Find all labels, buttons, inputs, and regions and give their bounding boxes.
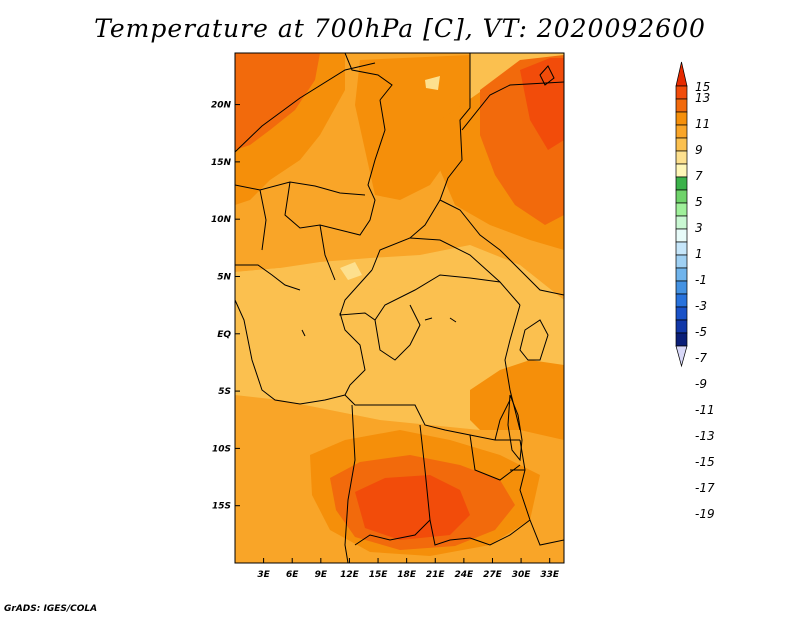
colorbar-label: -17: [695, 481, 715, 495]
colorbar-swatch: [675, 319, 688, 334]
colorbar-label: 13: [695, 91, 710, 105]
y-tick-label: 15N: [211, 158, 232, 168]
colorbar-swatch: [675, 215, 688, 230]
colorbar-label: 15: [695, 80, 710, 94]
map-frame: [234, 52, 565, 564]
colorbar-label: -3: [695, 299, 707, 313]
colorbar-swatch: [675, 85, 688, 100]
colorbar-swatch: [675, 98, 688, 113]
colorbar-label: 9: [695, 143, 703, 157]
country-borders: [235, 53, 564, 563]
x-tick-label: 18E: [397, 570, 417, 580]
y-tick-label: 15S: [212, 502, 231, 512]
colorbar-label: -11: [695, 403, 715, 417]
colorbar-swatch: [675, 254, 688, 269]
y-tick-label: EQ: [217, 330, 231, 340]
colorbar-label: -5: [695, 325, 707, 339]
colorbar-swatch: [675, 111, 688, 126]
colorbar-label: 11: [695, 117, 710, 131]
x-tick-label: 15E: [369, 570, 389, 580]
field-nw-hot: [235, 53, 320, 150]
colorbar-label: 3: [695, 221, 703, 235]
colorbar-swatch: [675, 267, 688, 282]
y-tick-label: 10S: [212, 444, 231, 454]
colorbar-swatch: [675, 150, 688, 165]
x-tick-label: 6E: [286, 570, 299, 580]
colorbar-label: -1: [695, 273, 707, 287]
colorbar-bottom-arrow: [675, 345, 688, 368]
x-tick-label: 24E: [455, 570, 475, 580]
colorbar-label: 7: [695, 169, 703, 183]
x-tick-label: 21E: [426, 570, 446, 580]
colorbar-top-arrow: [675, 61, 688, 87]
colorbar-label: -19: [695, 507, 715, 521]
colorbar-label: 1: [695, 247, 703, 261]
colorbar-swatch: [675, 306, 688, 321]
x-tick-label: 3E: [257, 570, 270, 580]
y-tick-label: 5N: [217, 272, 231, 282]
y-tick-label: 20N: [211, 101, 232, 111]
colorbar-swatch: [675, 241, 688, 256]
colorbar-swatch: [675, 137, 688, 152]
colorbar-swatch: [675, 176, 688, 191]
colorbar-swatch: [675, 332, 688, 347]
colorbar-label: -9: [695, 377, 707, 391]
chart-title: Temperature at 700hPa [C], VT: 202009260…: [94, 14, 706, 43]
colorbar-label: -13: [695, 429, 715, 443]
colorbar-label: -15: [695, 455, 715, 469]
colorbar-swatch: [675, 189, 688, 204]
x-tick-label: 12E: [340, 570, 360, 580]
field-cool-patch-2: [425, 76, 440, 90]
y-tick-label: 5S: [218, 387, 231, 397]
x-tick-label: 9E: [315, 570, 328, 580]
y-axis: 20N 15N 10N 5N EQ 5S 10S 15S: [211, 101, 240, 512]
field-cool-patch-1: [340, 262, 362, 280]
x-axis: 3E 6E 9E 12E 15E 18E 21E 24E 27E 30E 33E: [257, 558, 560, 580]
colorbar-swatch: [675, 202, 688, 217]
colorbar-swatch: [675, 228, 688, 243]
x-tick-label: 27E: [483, 570, 503, 580]
colorbar-swatch: [675, 124, 688, 139]
colorbar-swatch: [675, 280, 688, 295]
y-tick-label: 10N: [211, 215, 232, 225]
x-tick-label: 30E: [512, 570, 532, 580]
colorbar-swatch: [675, 293, 688, 308]
colorbar-swatch: [675, 163, 688, 178]
temperature-field: [235, 53, 564, 563]
field-south-hottest: [355, 475, 470, 540]
grads-credit: GrADS: IGES/COLA: [4, 604, 98, 614]
x-tick-label: 33E: [540, 570, 560, 580]
colorbar-label: -7: [695, 351, 707, 365]
field-ne-hottest: [520, 58, 564, 150]
colorbar-label: 5: [695, 195, 703, 209]
